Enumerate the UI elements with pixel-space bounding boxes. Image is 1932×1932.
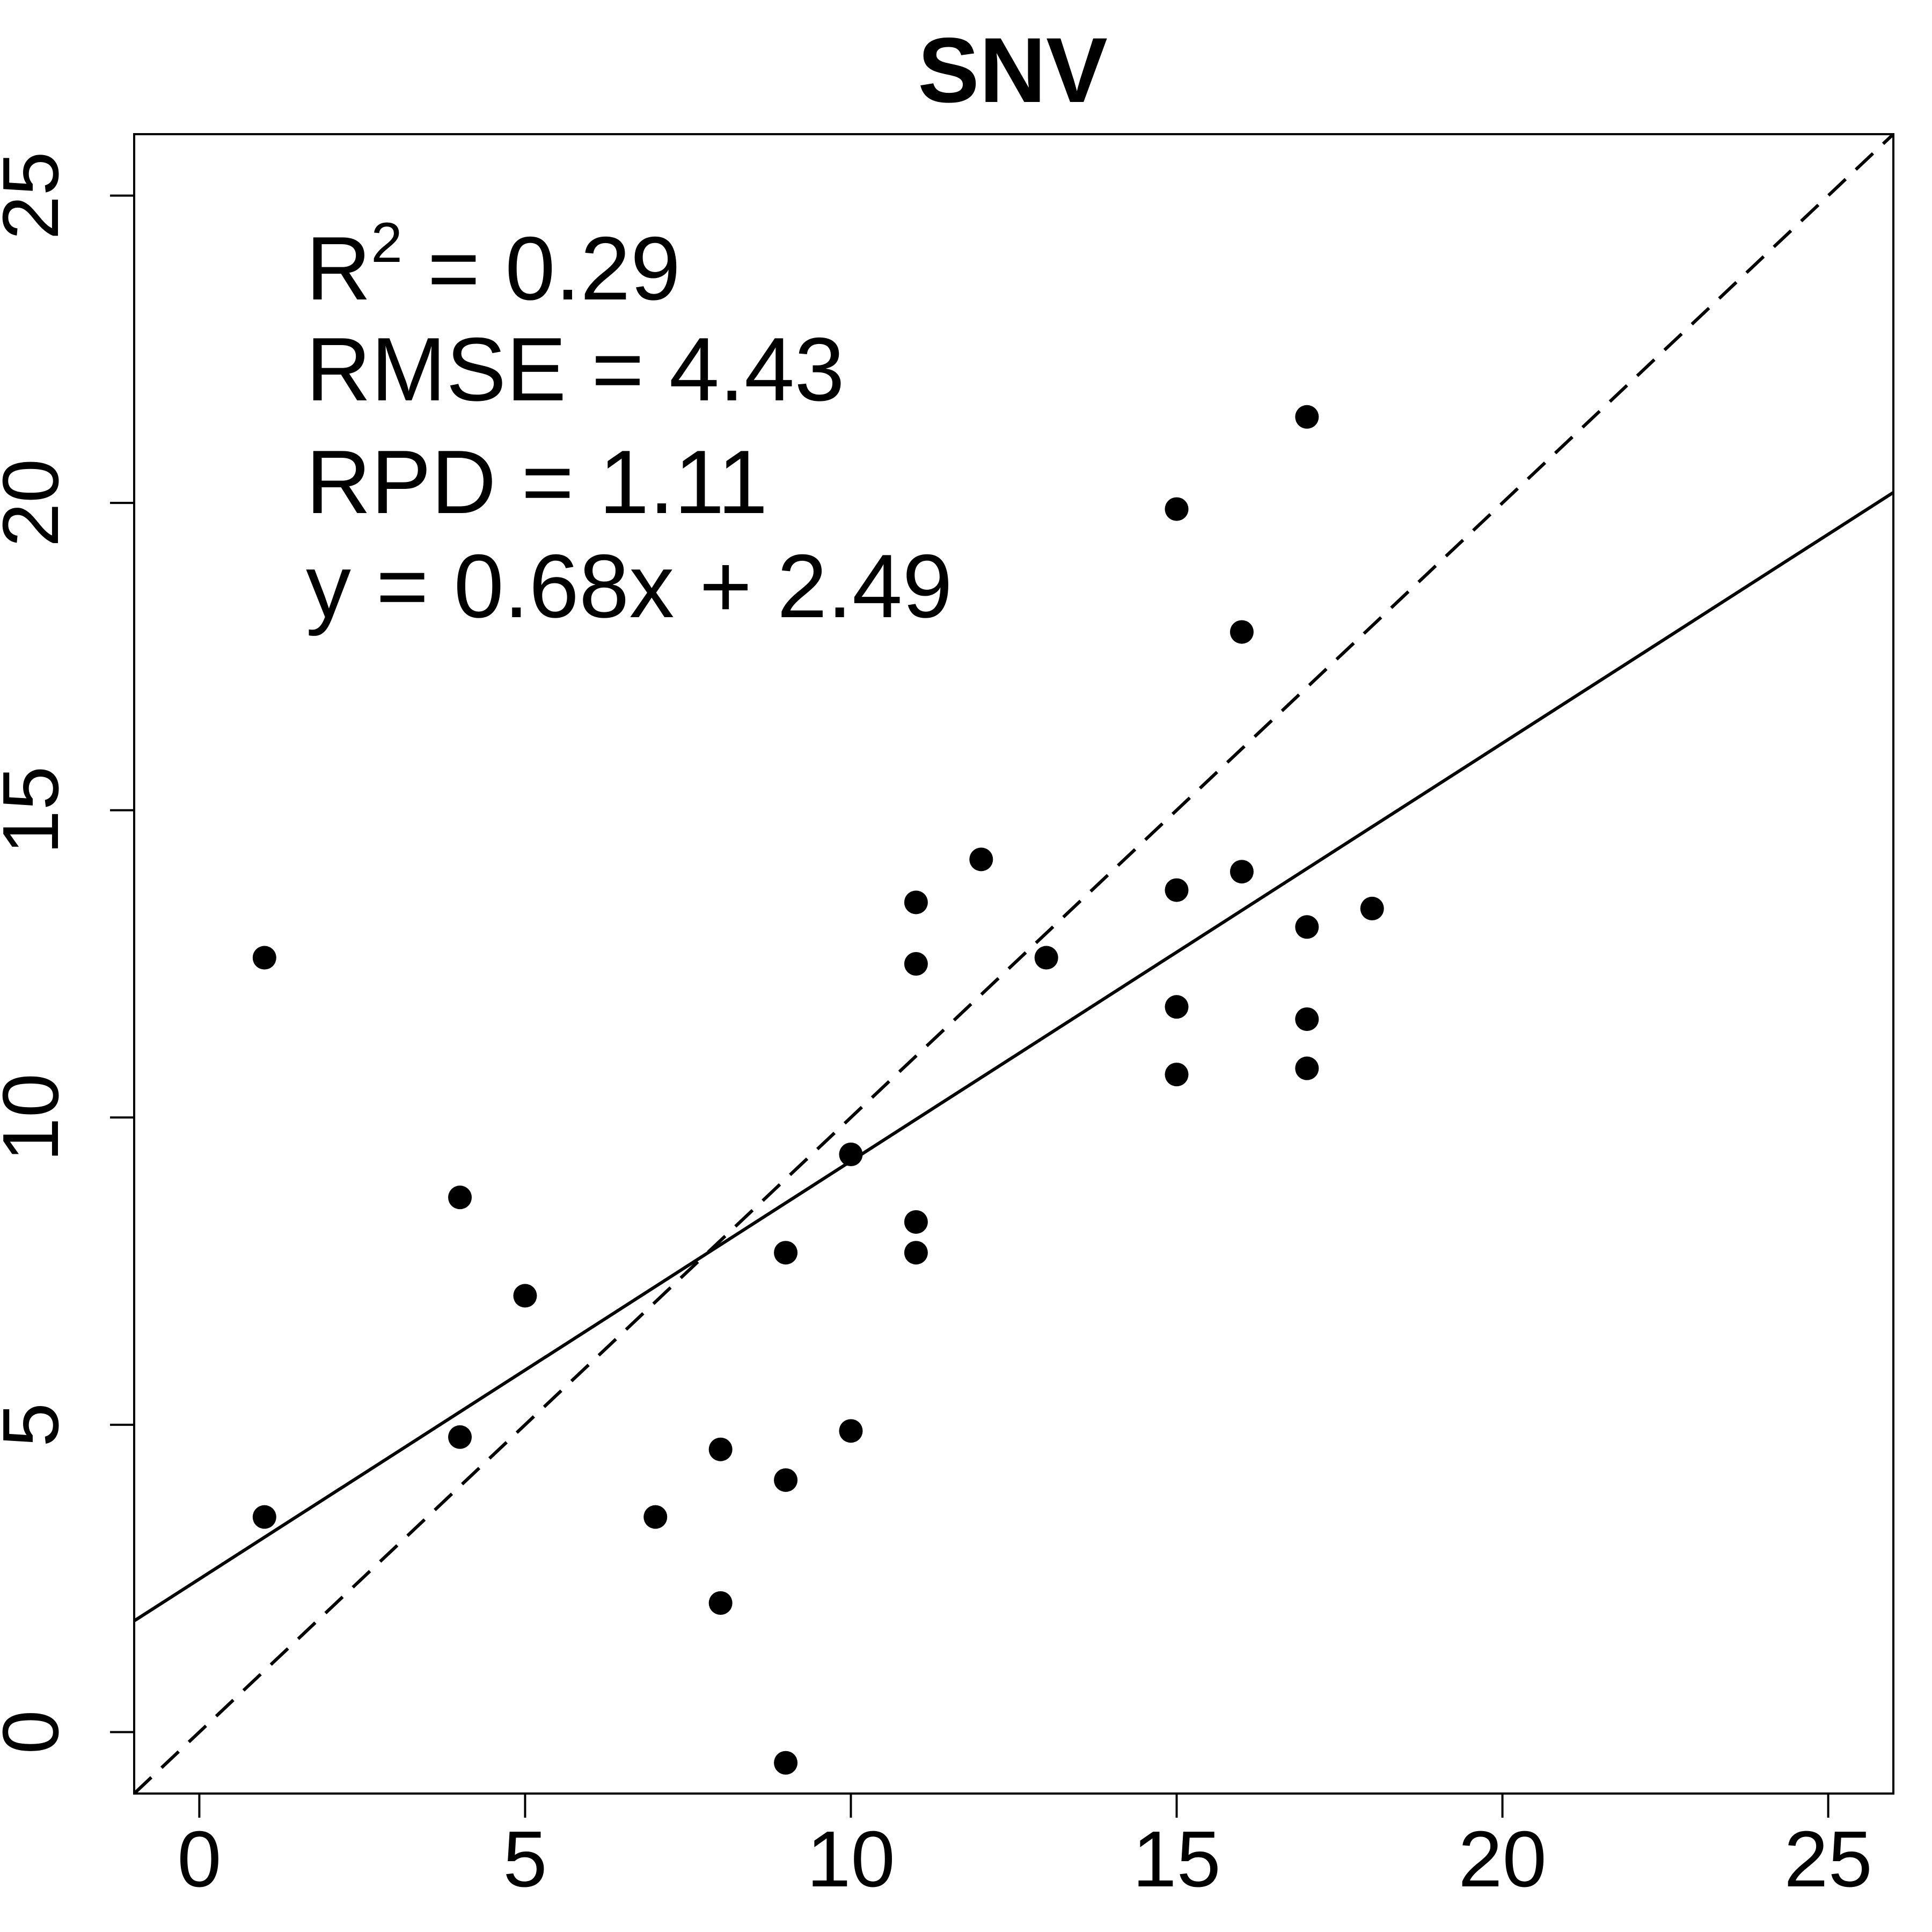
y-tick-label: 20 bbox=[0, 459, 75, 547]
data-point bbox=[1165, 878, 1189, 902]
x-tick-label: 10 bbox=[807, 1815, 895, 1904]
x-tick-label: 5 bbox=[503, 1815, 547, 1904]
data-point bbox=[1165, 995, 1189, 1019]
r2-annotation: R2 = 0.29 bbox=[306, 211, 680, 319]
data-point bbox=[708, 1437, 733, 1461]
data-point bbox=[252, 946, 276, 970]
data-point bbox=[1165, 1063, 1189, 1087]
data-points bbox=[252, 405, 1384, 1775]
y-tick-label: 25 bbox=[0, 151, 75, 240]
data-point bbox=[1165, 497, 1189, 521]
data-point bbox=[1230, 860, 1254, 884]
r2-superscript: 2 bbox=[371, 211, 402, 274]
data-point bbox=[839, 1143, 863, 1167]
regression-fit-line bbox=[133, 491, 1894, 1622]
data-point bbox=[904, 1241, 928, 1265]
data-point bbox=[1230, 620, 1254, 644]
data-point bbox=[643, 1505, 668, 1529]
x-tick-label: 25 bbox=[1784, 1815, 1872, 1904]
axes: 0 5 10 15 20 25 0 5 10 15 20 25 bbox=[0, 151, 1872, 1904]
data-point bbox=[448, 1185, 472, 1210]
data-point bbox=[1295, 1056, 1319, 1080]
x-tick-label: 20 bbox=[1458, 1815, 1547, 1904]
stats-annotation: R2 = 0.29 RMSE = 4.43 RPD = 1.11 y = 0.6… bbox=[306, 211, 953, 636]
data-point bbox=[774, 1751, 798, 1775]
data-point bbox=[774, 1468, 798, 1492]
y-tick-label: 10 bbox=[0, 1073, 75, 1162]
data-point bbox=[839, 1419, 863, 1443]
data-point bbox=[1360, 896, 1384, 920]
data-point bbox=[1295, 915, 1319, 939]
regression-lines bbox=[133, 133, 1895, 1795]
rmse-annotation: RMSE = 4.43 bbox=[306, 319, 845, 420]
data-point bbox=[904, 890, 928, 914]
one-to-one-reference-line bbox=[133, 133, 1895, 1795]
data-point bbox=[774, 1241, 798, 1265]
y-tick-label: 0 bbox=[0, 1710, 75, 1754]
y-tick-label: 5 bbox=[0, 1403, 75, 1447]
rpd-annotation: RPD = 1.11 bbox=[306, 431, 768, 532]
x-tick-label: 0 bbox=[177, 1815, 221, 1904]
data-point bbox=[1295, 405, 1319, 429]
data-point bbox=[252, 1505, 276, 1529]
equation-annotation: y = 0.68x + 2.49 bbox=[306, 536, 953, 636]
r2-value: = 0.29 bbox=[402, 218, 680, 319]
data-point bbox=[708, 1591, 733, 1615]
chart-title: SNV bbox=[918, 19, 1108, 122]
data-point bbox=[513, 1284, 537, 1308]
y-tick-label: 15 bbox=[0, 766, 75, 854]
data-point bbox=[904, 1210, 928, 1234]
data-point bbox=[1295, 1007, 1319, 1031]
data-point bbox=[969, 847, 993, 872]
r2-label: R bbox=[306, 218, 371, 319]
data-point bbox=[1034, 946, 1058, 970]
plot-frame bbox=[133, 133, 1894, 1795]
data-point bbox=[904, 952, 928, 976]
x-tick-label: 15 bbox=[1132, 1815, 1221, 1904]
data-point bbox=[448, 1425, 472, 1449]
